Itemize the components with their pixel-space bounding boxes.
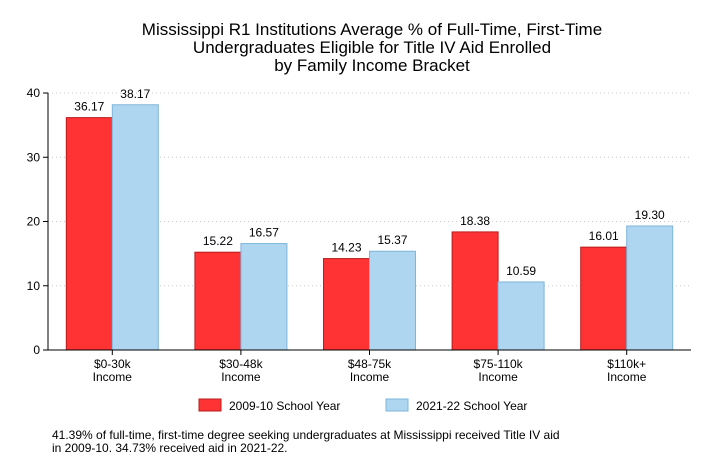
data-label: 19.30 xyxy=(635,208,665,222)
bar-series-1 xyxy=(451,231,499,351)
legend-swatch xyxy=(198,398,222,412)
x-tick-label: $75-110k xyxy=(474,357,524,371)
x-tick-label: Income xyxy=(93,370,133,384)
bar-series-2 xyxy=(240,243,288,351)
data-label: 38.17 xyxy=(120,87,150,101)
bar-series-2 xyxy=(626,225,674,351)
chart-title: Mississippi R1 Institutions Average % of… xyxy=(142,20,602,75)
data-label: 18.38 xyxy=(460,214,490,228)
footnote-line-1: 41.39% of full-time, first-time degree s… xyxy=(52,428,560,442)
x-tick-label: Income xyxy=(607,370,647,384)
data-label: 15.37 xyxy=(377,233,407,247)
x-tick-label: $110k+ xyxy=(607,357,646,371)
x-tick-label: $30-48k xyxy=(219,357,263,371)
bars xyxy=(65,104,674,351)
y-tick-label: 10 xyxy=(27,279,41,293)
bar-series-2 xyxy=(369,250,416,351)
chart-title-line-3: by Family Income Bracket xyxy=(274,56,470,75)
data-label: 14.23 xyxy=(331,241,361,255)
bar-series-2 xyxy=(111,104,159,351)
bar-series-1 xyxy=(65,117,113,351)
footnote-line-2: in 2009-10. 34.73% received aid in 2021-… xyxy=(52,441,288,455)
bar-series-1 xyxy=(580,246,628,351)
y-tick-label: 30 xyxy=(27,150,41,164)
legend-label: 2009-10 School Year xyxy=(229,399,340,413)
legend: 2009-10 School Year 2021-22 School Year xyxy=(198,398,527,413)
bar-series-1 xyxy=(323,258,370,351)
data-label: 10.59 xyxy=(506,264,536,278)
y-tick-label: 40 xyxy=(27,86,41,100)
x-tick-label: Income xyxy=(350,370,390,384)
data-label: 36.17 xyxy=(74,100,104,114)
data-labels: 36.17 38.17 15.22 16.57 14.23 15.37 18.38 10.59… xyxy=(74,87,665,278)
x-tick-label: $48-75k xyxy=(348,357,392,371)
y-tick-label: 20 xyxy=(27,215,41,229)
x-tick-label: Income xyxy=(478,370,518,384)
footnote: 41.39% of full-time, first-time degree s… xyxy=(52,429,672,455)
x-tick-label: $0-30k xyxy=(94,357,132,371)
legend-swatch xyxy=(385,398,409,412)
y-tick-label: 0 xyxy=(33,343,40,357)
data-label: 16.57 xyxy=(249,226,279,240)
data-label: 16.01 xyxy=(589,229,619,243)
legend-label: 2021-22 School Year xyxy=(416,399,527,413)
chart-title-line-1: Mississippi R1 Institutions Average % of… xyxy=(142,20,602,39)
bar-series-2 xyxy=(497,281,545,351)
y-axis: 0 10 20 30 40 xyxy=(27,86,49,357)
bar-series-1 xyxy=(194,251,242,351)
data-label: 15.22 xyxy=(203,234,233,248)
x-axis: $0-30kIncome$30-48kIncome$48-75kIncome$7… xyxy=(48,349,691,384)
x-tick-label: Income xyxy=(221,370,261,384)
chart-title-line-2: Undergraduates Eligible for Title IV Aid… xyxy=(193,38,551,57)
